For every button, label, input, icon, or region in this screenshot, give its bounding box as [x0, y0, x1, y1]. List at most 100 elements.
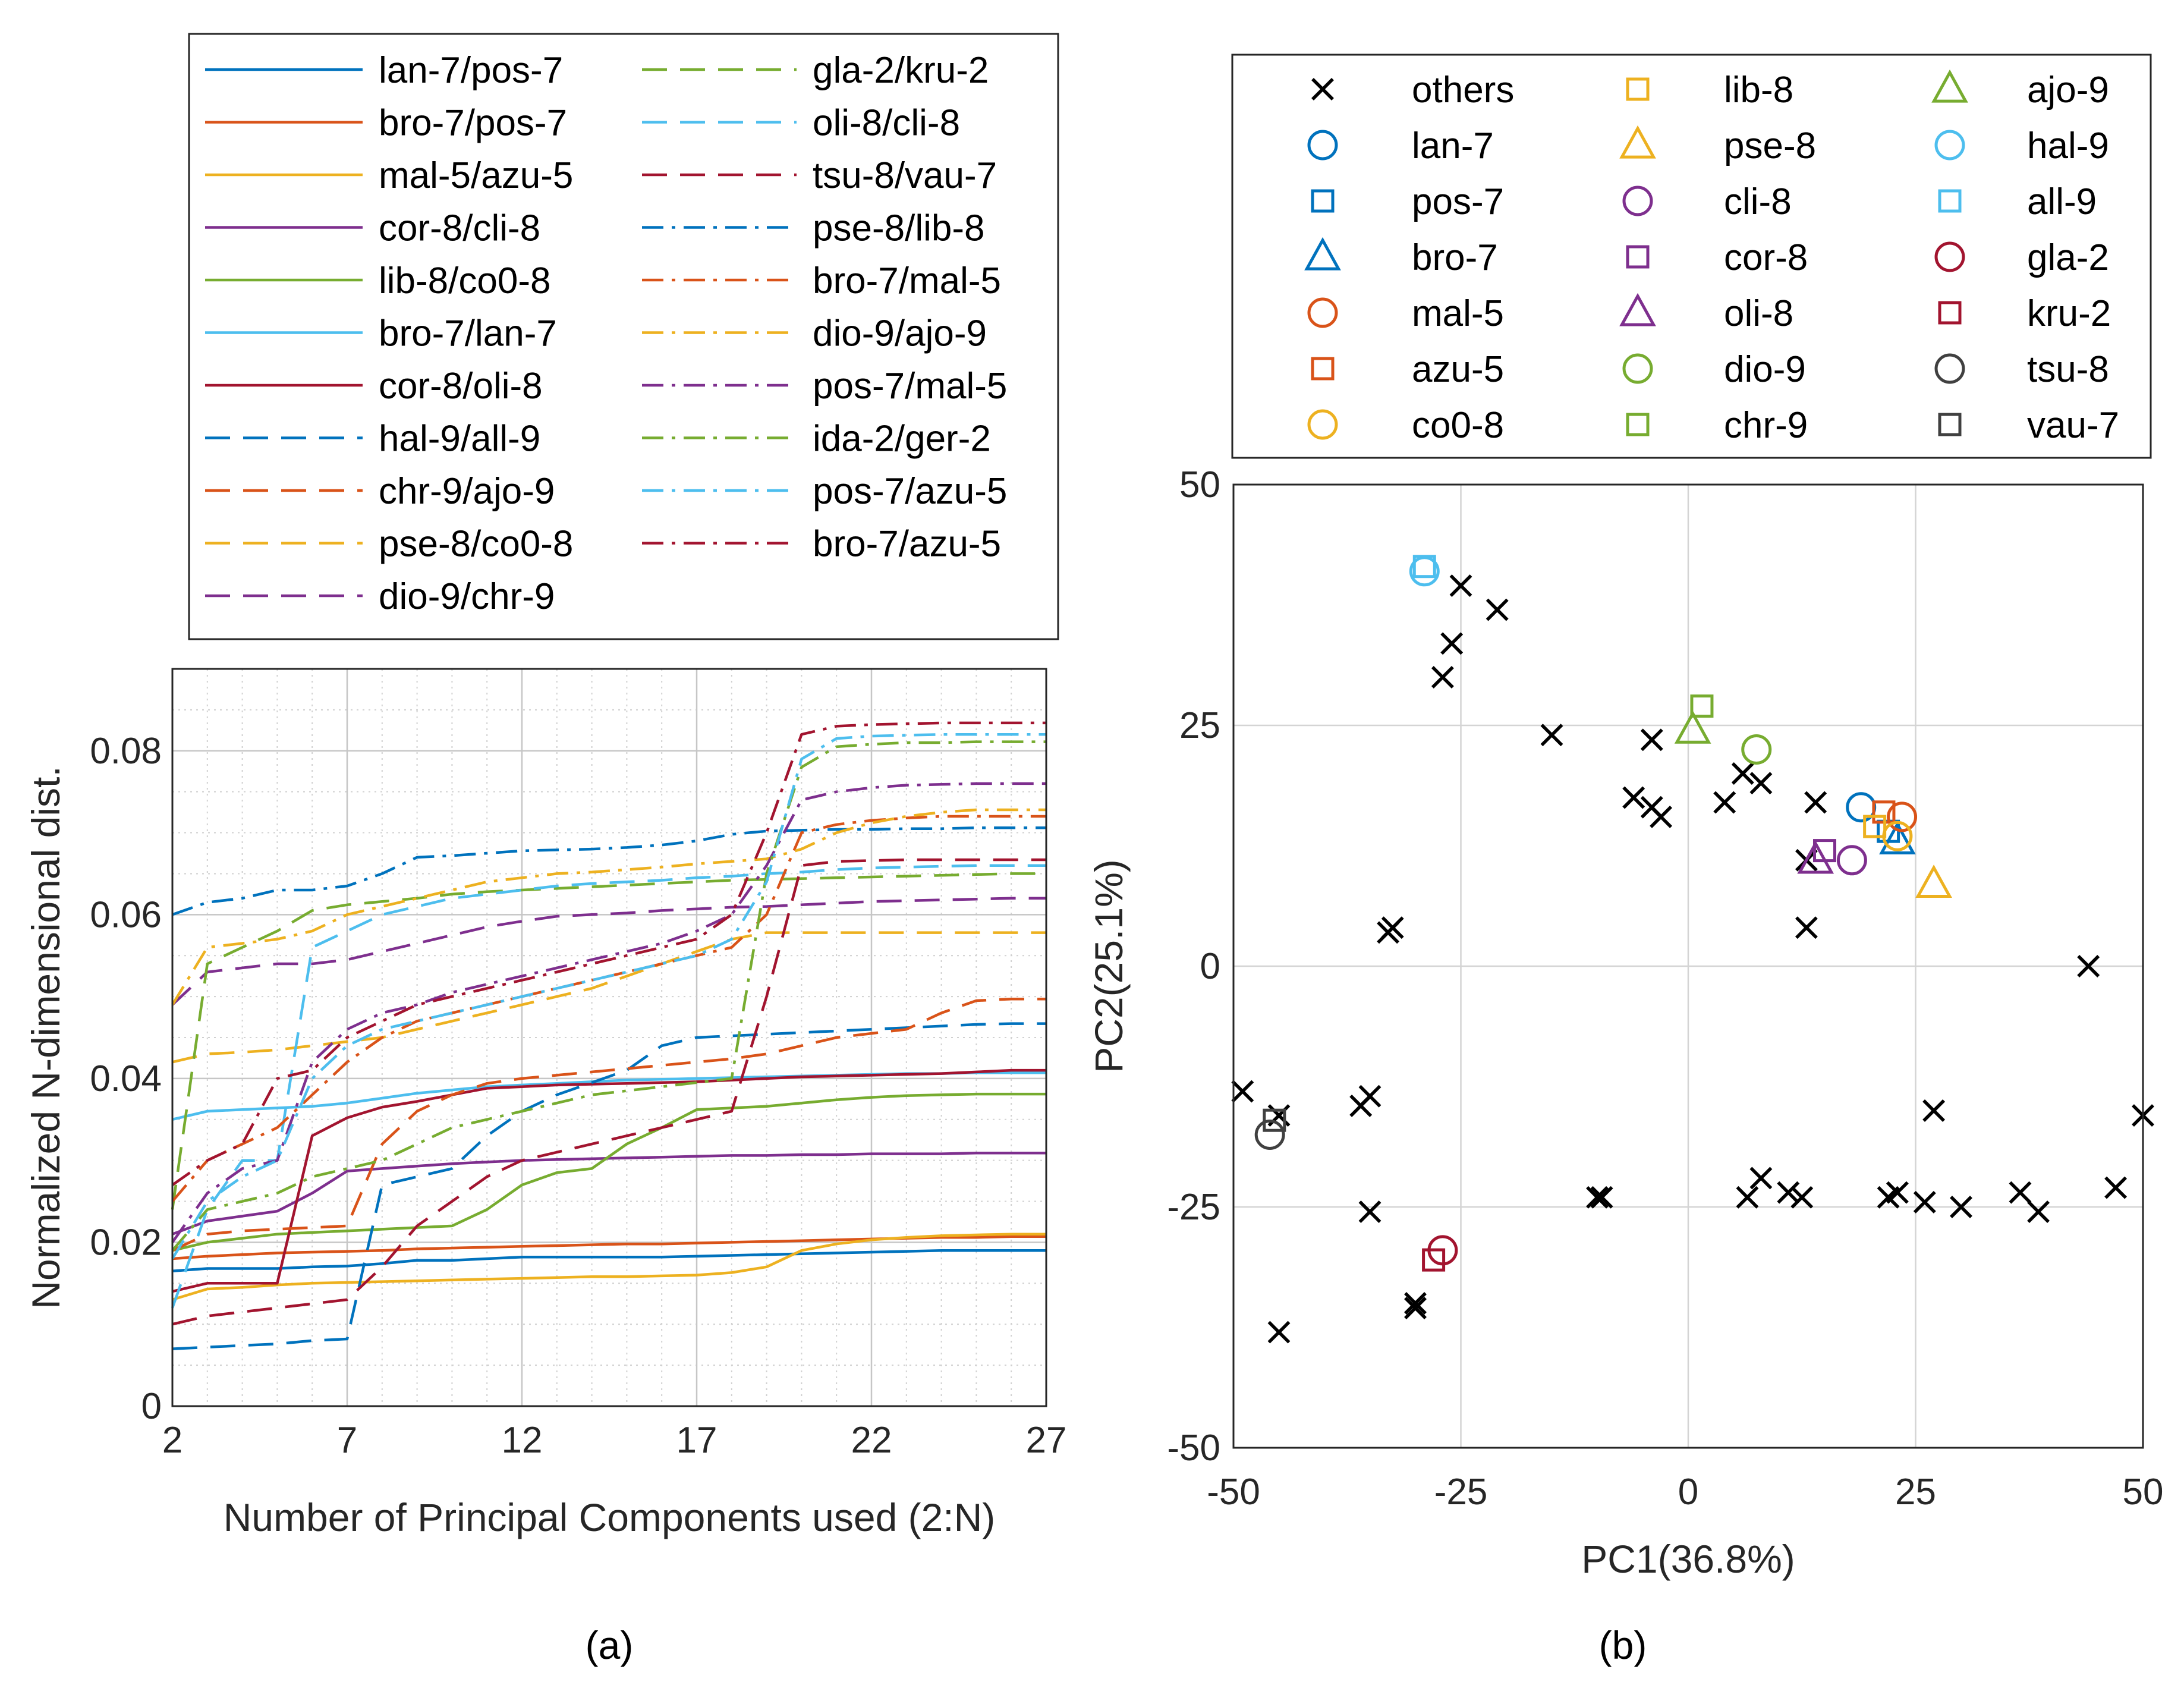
legend-label: lan-7 [1412, 125, 1494, 166]
point-others [1358, 1200, 1381, 1224]
legend-label: bro-7/azu-5 [813, 524, 1001, 565]
legend-label: others [1412, 70, 1514, 111]
legend-label: cor-8 [1724, 237, 1808, 278]
legend-marker-oli-8 [1619, 293, 1656, 326]
point-others [1950, 1196, 1972, 1218]
point-others [1749, 1167, 1773, 1190]
point-others [1713, 791, 1736, 814]
legend-marker-lan-7 [1307, 130, 1338, 161]
legend-marker-lib-8 [1626, 77, 1650, 101]
legend-label: mal-5 [1412, 293, 1504, 334]
panel-a-y-axis-label: Normalized N-dimensional dist. [24, 766, 68, 1309]
point-others [1640, 728, 1663, 752]
series-line-pos-7-azu-5 [171, 733, 1046, 1260]
legend-label: kru-2 [2027, 293, 2111, 334]
series-line-lib-8-co0-8 [172, 1092, 1046, 1252]
y-tick-label: 0 [1200, 946, 1220, 987]
legend-marker-kru-2 [1938, 301, 1962, 325]
point-others [1622, 786, 1645, 809]
panel-a-x-axis-label: Number of Principal Components used (2:N… [224, 1495, 996, 1539]
legend-marker-dio-9 [1622, 353, 1653, 384]
legend-label: cli-8 [1724, 181, 1792, 222]
series-line-lan-7-pos-7 [172, 1249, 1046, 1272]
point-others [1404, 1297, 1427, 1320]
legend-marker-bro-7 [1304, 237, 1341, 271]
legend-label: pos-7/azu-5 [813, 471, 1007, 512]
series-line-pse-8-lib-8 [172, 826, 1046, 916]
series-line-cor-8-oli-8 [172, 1068, 1046, 1293]
x-tick-label: 50 [2123, 1472, 2164, 1513]
point-others [1736, 1186, 1759, 1209]
panel-b-points [1231, 555, 2154, 1344]
point-all-9 [1412, 555, 1436, 579]
legend-label: azu-5 [1412, 349, 1504, 390]
legend-label: bro-7/pos-7 [379, 103, 567, 144]
legend-label: cor-8/oli-8 [379, 366, 543, 407]
legend-marker-tsu-8 [1934, 353, 1965, 384]
panel-b-y-axis-label: PC2(25.1%) [1087, 859, 1131, 1073]
legend-label: ida-2/ger-2 [813, 419, 991, 460]
series-line-dio-9-chr-9 [171, 897, 1046, 1006]
panel-b-x-axis-label: PC1(36.8%) [1581, 1537, 1795, 1581]
point-others [1886, 1181, 1909, 1204]
legend-marker-vau-7 [1938, 413, 1962, 436]
panel-a-series-lines [171, 721, 1046, 1350]
point-tsu-8 [1254, 1120, 1285, 1150]
legend-label: gla-2 [2027, 237, 2109, 278]
legend-label: mal-5/azu-5 [379, 155, 573, 196]
legend-marker-azu-5 [1311, 357, 1335, 381]
series-line-cor-8-cli-8 [172, 1152, 1046, 1236]
legend-label: ajo-9 [2027, 70, 2109, 111]
point-others [2009, 1181, 2032, 1204]
panel-b-scatter-chart: -50 -25 0 25 50 -50 -25 0 25 50 PC1(36.8%) PC2(25… [1087, 54, 2164, 1667]
point-others [1777, 1181, 1800, 1204]
y-tick-label: 0 [141, 1386, 162, 1427]
series-line-ida-2-ger-2 [171, 740, 1046, 1252]
point-oli-8 [1797, 840, 1834, 874]
point-others [1449, 574, 1472, 598]
series-line-gla-2-kru-2 [171, 872, 1046, 1210]
x-tick-label: 0 [1678, 1472, 1698, 1513]
point-lib-8 [1863, 815, 1887, 838]
legend-label: hal-9/all-9 [379, 419, 540, 460]
legend-label: bro-7/mal-5 [813, 260, 1001, 301]
panel-b-axes-box [1232, 483, 2144, 1449]
series-line-bro-7-azu-5 [171, 721, 1046, 1186]
panel-b-legend-items: others lan-7 pos-7 bro-7 mal-5 azu-5 co0-8 lib-… [1304, 69, 2119, 446]
legend-marker-ajo-9 [1931, 69, 1968, 103]
x-tick-label: 22 [851, 1420, 892, 1461]
legend-marker-cli-8 [1622, 186, 1653, 216]
point-others [1431, 666, 1454, 689]
legend-label: hal-9 [2027, 125, 2109, 166]
point-others [1731, 762, 1754, 785]
point-kru-2 [1422, 1248, 1446, 1272]
legend-label: pse-8/lib-8 [813, 208, 984, 249]
point-mal-5 [1887, 801, 1918, 832]
series-line-mal-5-azu-5 [172, 1233, 1046, 1302]
x-tick-label: 7 [337, 1420, 357, 1461]
series-line-oli-8-cli-8 [171, 864, 1046, 1309]
x-tick-label: 17 [676, 1420, 717, 1461]
legend-label: tsu-8/vau-7 [813, 155, 997, 196]
panel-a-caption: (a) [586, 1623, 634, 1667]
point-others [1913, 1190, 1936, 1214]
point-others [1381, 916, 1404, 939]
legend-marker-cor-8 [1626, 245, 1650, 269]
point-others [1804, 791, 1827, 814]
legend-label: chr-9/ajo-9 [379, 471, 555, 512]
point-cli-8 [1836, 845, 1867, 876]
x-tick-label: -50 [1207, 1472, 1260, 1513]
x-tick-label: 25 [1895, 1472, 1936, 1513]
legend-label: oli-8 [1724, 293, 1793, 334]
y-tick-label: 25 [1179, 705, 1220, 746]
point-others [1486, 598, 1509, 621]
point-others [1231, 1080, 1254, 1103]
legend-marker-all-9 [1938, 189, 1962, 213]
y-tick-label: 0.06 [90, 894, 162, 935]
legend-label: cor-8/cli-8 [379, 208, 540, 249]
panel-b-caption: (b) [1599, 1623, 1647, 1667]
y-tick-label: 50 [1179, 464, 1220, 505]
